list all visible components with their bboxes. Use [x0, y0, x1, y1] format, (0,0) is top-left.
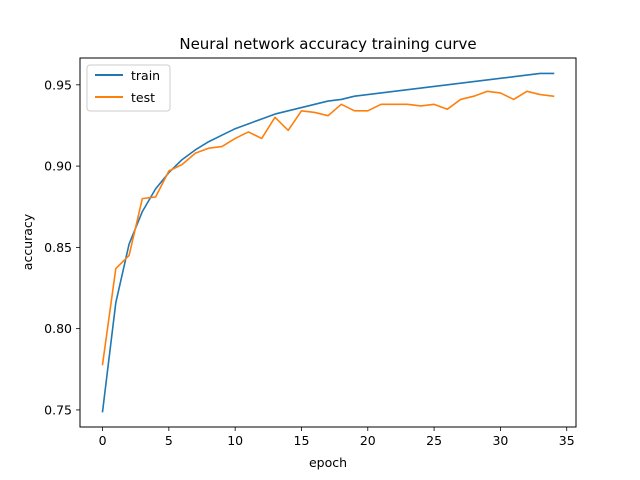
series-line-train	[101, 72, 555, 413]
x-axis-title: epoch	[309, 455, 347, 470]
legend: train test	[86, 64, 171, 112]
x-tick-label: 5	[165, 433, 173, 448]
y-tick-label: 0.85	[44, 240, 72, 255]
series-line-test	[101, 90, 555, 366]
x-tick-label: 35	[559, 433, 575, 448]
y-tick-label: 0.80	[44, 321, 72, 336]
legend-label-test: test	[131, 90, 155, 105]
y-tick-label: 0.95	[44, 77, 72, 92]
series-layer	[101, 72, 555, 413]
x-tick-label: 20	[360, 433, 376, 448]
legend-label-train: train	[131, 68, 160, 83]
y-tick-label: 0.90	[44, 159, 72, 174]
x-tick-label: 30	[492, 433, 508, 448]
chart-title: Neural network accuracy training curve	[179, 35, 476, 53]
y-axis-title: accuracy	[20, 213, 35, 270]
plot-area	[79, 57, 577, 428]
x-tick-label: 15	[294, 433, 310, 448]
legend-box	[86, 64, 171, 112]
axes-frame	[79, 57, 577, 428]
x-tick-label: 25	[426, 433, 442, 448]
x-axis: 0 5 10 15 20 25 30 35	[99, 427, 575, 448]
x-tick-label: 10	[227, 433, 243, 448]
x-tick-label: 0	[99, 433, 107, 448]
y-axis: 0.75 0.80 0.85 0.90 0.95	[44, 77, 80, 417]
y-tick-label: 0.75	[44, 402, 72, 417]
